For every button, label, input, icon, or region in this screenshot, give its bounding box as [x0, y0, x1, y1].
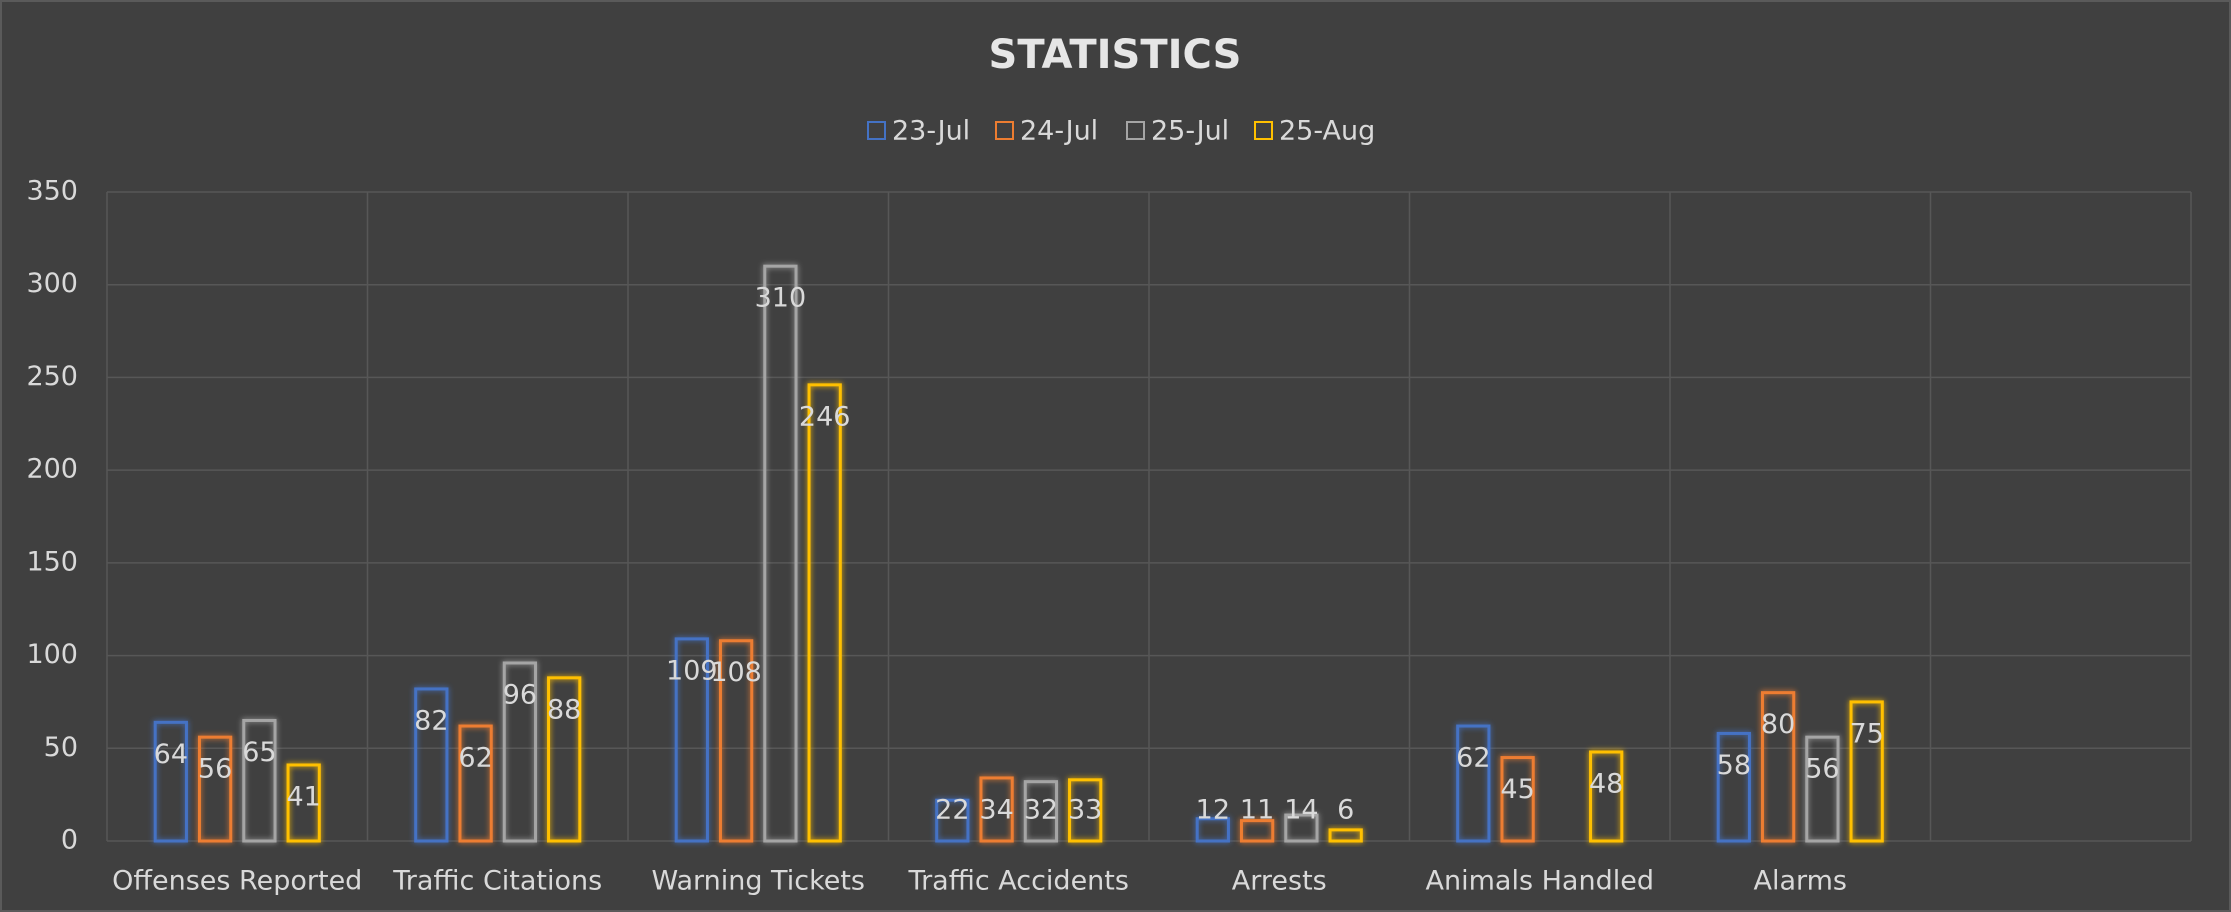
legend-label: 25-Aug — [1279, 116, 1375, 147]
legend-swatch — [867, 121, 886, 140]
bar — [1284, 813, 1319, 843]
bar — [1849, 700, 1884, 843]
y-tick-label: 300 — [26, 268, 78, 299]
data-label: 22 — [935, 795, 969, 826]
bar — [1328, 828, 1363, 843]
bar — [1068, 778, 1103, 843]
data-label: 246 — [799, 401, 851, 432]
x-tick-label: Alarms — [1753, 866, 1847, 897]
data-label: 48 — [1589, 768, 1623, 799]
bar — [935, 798, 970, 843]
data-label: 45 — [1500, 774, 1534, 805]
data-label: 33 — [1068, 795, 1102, 826]
data-label: 11 — [1240, 795, 1274, 826]
data-label: 109 — [666, 655, 718, 686]
bar — [1023, 780, 1059, 843]
legend-label: 23-Jul — [892, 116, 970, 147]
bar — [1589, 750, 1624, 843]
x-tick-label: Warning Tickets — [651, 866, 865, 897]
data-label: 65 — [242, 737, 276, 768]
data-label: 58 — [1717, 750, 1751, 781]
bar — [1195, 817, 1230, 843]
x-tick-label: Animals Handled — [1426, 866, 1654, 897]
legend-label: 24-Jul — [1020, 116, 1098, 147]
data-label: 56 — [1805, 754, 1839, 785]
bar — [242, 718, 277, 843]
bar — [547, 676, 582, 843]
y-tick-label: 350 — [26, 176, 78, 207]
chart-title: STATISTICS — [989, 32, 1242, 78]
legend-label: 25-Jul — [1151, 116, 1229, 147]
bar — [197, 735, 233, 843]
data-label: 12 — [1196, 795, 1230, 826]
legend-swatch — [1126, 121, 1145, 140]
bar — [807, 383, 842, 843]
data-label: 310 — [755, 283, 807, 314]
bar — [1760, 691, 1796, 843]
data-label: 88 — [547, 694, 581, 725]
y-tick-label: 150 — [26, 546, 78, 577]
bar — [1716, 731, 1751, 843]
data-label: 34 — [979, 794, 1013, 825]
y-tick-label: 100 — [26, 639, 78, 670]
y-tick-label: 250 — [26, 361, 78, 392]
x-tick-label: Traffic Accidents — [908, 866, 1129, 897]
data-label: 108 — [710, 657, 762, 688]
bar — [502, 661, 538, 843]
bar — [286, 763, 321, 843]
y-tick-label: 0 — [61, 825, 78, 856]
data-label: 14 — [1284, 795, 1318, 826]
bar — [1239, 819, 1275, 843]
y-tick-label: 200 — [26, 454, 78, 485]
bar — [1456, 724, 1491, 843]
bar — [979, 776, 1014, 843]
x-tick-label: Arrests — [1232, 866, 1327, 897]
data-label: 64 — [154, 739, 188, 770]
bar — [718, 639, 754, 843]
bar — [1500, 756, 1535, 843]
bar — [1805, 735, 1840, 843]
bar — [153, 720, 188, 843]
data-label: 32 — [1024, 795, 1058, 826]
data-label: 62 — [458, 743, 492, 774]
data-label: 80 — [1761, 709, 1795, 740]
bar — [414, 687, 449, 843]
y-tick-label: 50 — [44, 732, 78, 763]
x-tick-label: Offenses Reported — [112, 866, 362, 897]
legend-swatch — [995, 121, 1014, 140]
data-label: 82 — [414, 705, 448, 736]
bar — [763, 264, 798, 843]
x-tick-label: Traffic Citations — [392, 866, 602, 897]
data-label: 56 — [198, 754, 232, 785]
data-label: 41 — [286, 781, 320, 812]
bar — [674, 637, 709, 843]
legend-swatch — [1254, 121, 1273, 140]
data-label: 75 — [1849, 718, 1883, 749]
data-label: 62 — [1456, 743, 1490, 774]
bar — [458, 724, 493, 843]
data-label: 6 — [1337, 795, 1354, 826]
data-label: 96 — [503, 679, 537, 710]
